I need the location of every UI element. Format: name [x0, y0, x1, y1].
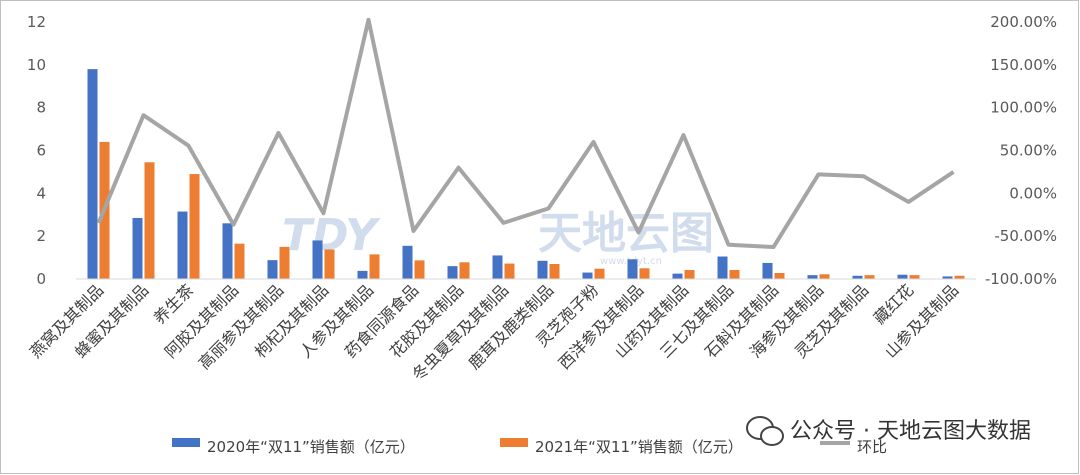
wechat-icon	[746, 416, 784, 446]
bar-2021	[504, 263, 515, 279]
bar-2021	[864, 275, 875, 279]
y-left-tick-label: 8	[36, 99, 46, 117]
bar-2021	[549, 264, 560, 279]
bar-2021	[324, 249, 335, 279]
bar-2021	[414, 260, 425, 279]
y-right-tick-label: -50.00%	[994, 227, 1057, 245]
y-right-tick-label: 50.00%	[1000, 142, 1057, 160]
bar-2021	[459, 262, 470, 279]
bar-2020	[177, 211, 188, 279]
channel-badge: 公众号 · 天地云图大数据	[746, 416, 1031, 446]
y-left-tick-label: 2	[36, 227, 46, 245]
y-right-tick-label: -100.00%	[985, 270, 1057, 288]
bar-2021	[639, 268, 650, 279]
bar-2021	[729, 270, 740, 279]
bar-2020	[942, 276, 953, 279]
bar-2020	[132, 217, 143, 279]
bar-2020	[672, 273, 683, 279]
bar-2020	[447, 266, 458, 279]
bar-2020	[627, 259, 638, 279]
bar-2020	[537, 260, 548, 279]
y-right-tick-label: 0.00%	[1009, 184, 1057, 202]
bar-2021	[189, 174, 200, 279]
bar-2021	[279, 246, 290, 279]
y-right-tick-label: 100.00%	[990, 99, 1057, 117]
legend-swatch-2021	[500, 438, 528, 447]
legend-label-2021: 2021年“双11”销售额（亿元）	[535, 438, 743, 456]
y-left-tick-label: 6	[36, 142, 46, 160]
y-right-tick-label: 200.00%	[990, 13, 1057, 31]
bar-2020	[582, 272, 593, 279]
bar-2021	[234, 243, 245, 279]
bar-2020	[807, 275, 818, 279]
bar-2021	[909, 275, 920, 279]
y-axis-left: 0 2 4 6 8 10 12	[27, 13, 46, 288]
bar-2021	[594, 268, 605, 279]
bar-2021	[684, 270, 695, 279]
line-layer	[96, 17, 955, 250]
bar-2021	[954, 275, 965, 279]
bar-2020	[897, 274, 908, 279]
y-axis-right: -100.00% -50.00% 0.00% 50.00% 100.00% 150.00%…	[985, 13, 1057, 288]
watermark-brand: 天地云图	[538, 208, 714, 259]
bar-layer	[87, 69, 965, 279]
bar-2020	[222, 223, 233, 279]
bar-2020	[852, 275, 863, 279]
channel-name: 公众号 · 天地云图大数据	[790, 419, 1031, 444]
bar-2020	[267, 260, 278, 279]
bar-2020	[717, 256, 728, 279]
legend-swatch-2020	[172, 438, 200, 447]
bar-2020	[87, 69, 98, 279]
legend-label-line: 环比	[857, 438, 887, 456]
y-right-tick-label: 150.00%	[990, 56, 1057, 74]
bar-2020	[312, 240, 323, 279]
bar-2021	[144, 162, 155, 279]
y-left-tick-label: 0	[36, 270, 46, 288]
bar-2020	[762, 262, 773, 279]
legend: 2020年“双11”销售额（亿元） 2021年“双11”销售额（亿元） 环比	[172, 438, 887, 456]
mom-line	[96, 17, 955, 250]
category-labels: 燕窝及其制品蜂蜜及其制品养生茶阿胶及其制品高丽参及其制品枸杞及其制品人参及其制品…	[26, 280, 962, 384]
bar-2021	[369, 254, 380, 279]
y-left-tick-label: 4	[36, 184, 46, 202]
bar-2020	[492, 255, 503, 279]
legend-label-2020: 2020年“双11”销售额（亿元）	[207, 438, 415, 456]
bar-2021	[774, 273, 785, 279]
y-left-tick-label: 12	[27, 13, 46, 31]
bar-2020	[402, 245, 413, 279]
bar-2020	[357, 270, 368, 279]
bar-2021	[819, 274, 830, 279]
y-left-tick-label: 10	[27, 56, 46, 74]
